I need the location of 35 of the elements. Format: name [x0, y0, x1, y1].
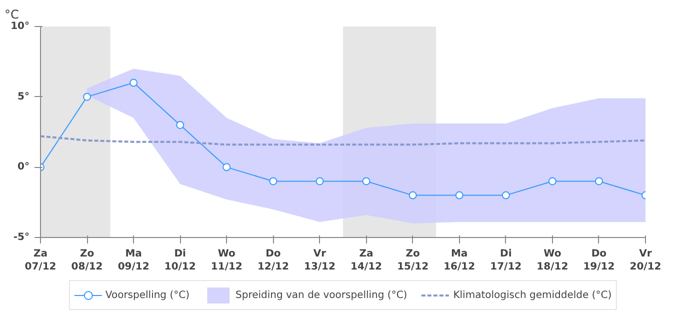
point	[455, 191, 464, 200]
y-tick-label: 0°	[18, 162, 30, 173]
point	[316, 177, 324, 186]
x-tick-label: Zo 08/12	[71, 248, 103, 273]
y-axis-title: °C	[4, 8, 19, 22]
x-tick-label: Za 07/12	[24, 248, 56, 273]
point	[130, 78, 138, 87]
x-tick-label: Za 14/12	[350, 248, 382, 273]
x-tick-label: Di 17/12	[490, 248, 522, 273]
x-tick-label: Wo 18/12	[536, 248, 568, 273]
x-tick-label: Wo 11/12	[210, 248, 242, 273]
x-tick-label: Do 12/12	[257, 248, 289, 273]
legend-label: Voorspelling (°C)	[105, 290, 190, 300]
point	[222, 163, 231, 172]
x-tick-label: Ma 09/12	[118, 248, 150, 273]
x-tick-label: Zo 15/12	[397, 248, 429, 273]
line-series	[40, 135, 646, 146]
point	[362, 177, 370, 186]
x-tick-label: Di 10/12	[164, 248, 196, 273]
y-tick-label: 10°	[10, 21, 30, 32]
y-tick-label: 5°	[18, 91, 30, 102]
point	[83, 92, 92, 101]
y-tick-label: -5°	[13, 232, 30, 243]
point	[176, 120, 184, 129]
legend-label: Klimatologisch gemiddelde (°C)	[453, 290, 612, 300]
x-tick-label: Vr 20/12	[630, 248, 662, 273]
point	[408, 191, 417, 200]
x-tick-label: Do 19/12	[583, 248, 615, 273]
point	[548, 177, 556, 186]
x-tick-label: Ma 16/12	[444, 248, 476, 273]
legend-label: Spreiding van de voorspelling (°C)	[236, 290, 408, 300]
point	[269, 177, 278, 186]
x-tick-label: Vr 13/12	[304, 248, 336, 273]
point	[594, 177, 603, 186]
point	[502, 191, 510, 200]
